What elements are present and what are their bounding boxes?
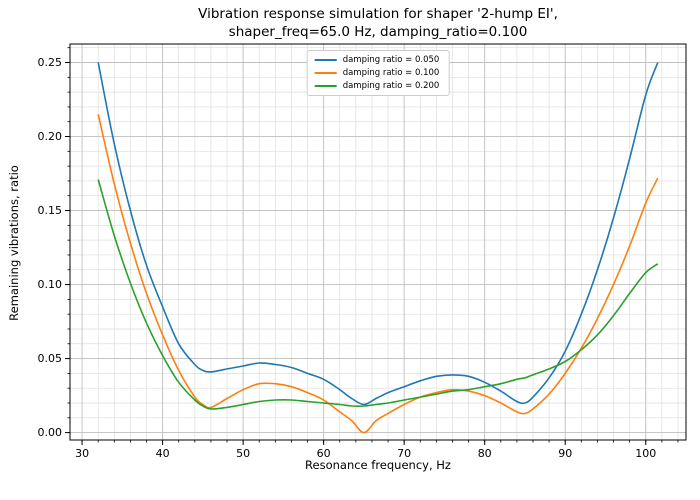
legend-label: damping ratio = 0.100 — [342, 68, 440, 78]
legend-line-swatch — [314, 85, 337, 87]
x-tick-label: 70 — [397, 447, 411, 460]
x-axis-label: Resonance frequency, Hz — [305, 458, 451, 472]
y-tick-label: 0.05 — [38, 352, 63, 365]
legend-label: damping ratio = 0.200 — [342, 81, 440, 91]
legend: damping ratio = 0.050 damping ratio = 0.… — [306, 50, 450, 96]
x-tick-label: 30 — [75, 447, 89, 460]
x-tick-label: 100 — [635, 447, 656, 460]
y-tick-label: 0.20 — [38, 130, 63, 143]
chart-title: Vibration response simulation for shaper… — [198, 6, 558, 40]
x-tick-label: 60 — [317, 447, 331, 460]
legend-line-swatch — [314, 72, 337, 74]
plot-border — [69, 43, 687, 441]
series-line-0.050 — [97, 62, 659, 406]
x-tick-label: 50 — [236, 447, 250, 460]
legend-item: damping ratio = 0.200 — [314, 81, 440, 91]
x-tick-label: 80 — [478, 447, 492, 460]
y-axis-label: Remaining vibrations, ratio — [7, 165, 21, 321]
x-tick-label: 40 — [156, 447, 170, 460]
x-tick-label: 90 — [558, 447, 572, 460]
y-tick-label: 0.25 — [38, 56, 63, 69]
legend-item: damping ratio = 0.100 — [314, 68, 440, 78]
legend-label: damping ratio = 0.050 — [342, 55, 440, 65]
legend-line-swatch — [314, 59, 337, 61]
series-line-0.100 — [97, 114, 659, 434]
legend-item: damping ratio = 0.050 — [314, 55, 440, 65]
y-tick-label: 0.15 — [38, 204, 63, 217]
y-tick-label: 0.10 — [38, 278, 63, 291]
series-line-0.200 — [97, 179, 659, 410]
y-tick-label: 0.00 — [38, 426, 63, 439]
